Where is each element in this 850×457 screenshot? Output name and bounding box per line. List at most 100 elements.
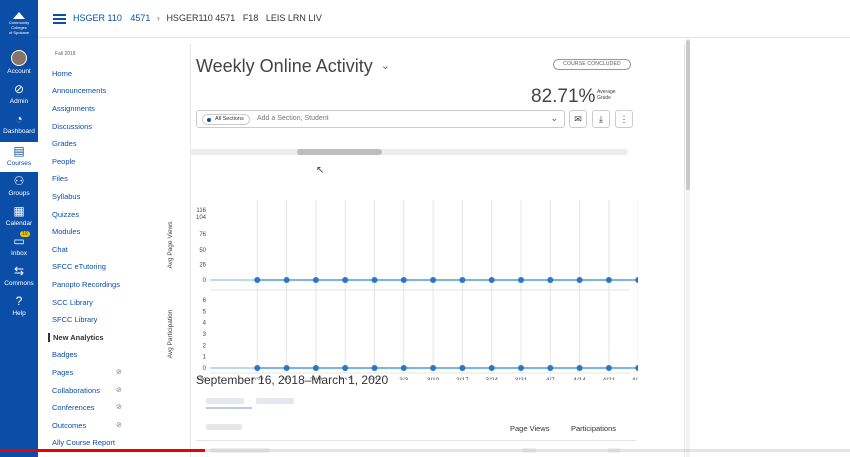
y-tick-label: 76 (199, 232, 206, 238)
course-nav-chat[interactable]: Chat (52, 245, 68, 254)
course-nav-announcements[interactable]: Announcements (52, 86, 107, 95)
more-options-button[interactable]: ⋮ (615, 110, 633, 128)
column-header-page-views[interactable]: Page Views (510, 424, 550, 433)
gnav-inbox[interactable]: ▭ 10 Inbox (0, 231, 38, 262)
breadcrumb: HSGER 110 4571 › HSGER110 4571 F18 LEIS … (73, 13, 322, 23)
table-tabs[interactable] (206, 398, 296, 410)
gnav-help[interactable]: ? Help (0, 294, 38, 322)
y-tick-label: 116 (196, 208, 206, 214)
data-point (488, 277, 495, 283)
gnav-admin[interactable]: ⊘ Admin (0, 82, 38, 110)
data-point (605, 365, 612, 371)
course-nav-pages-label: Pages (52, 368, 74, 377)
course-nav-modules[interactable]: Modules (52, 227, 81, 236)
gnav-courses-label: Courses (6, 160, 32, 167)
course-nav-outcomes[interactable]: Outcomes ⊘ (52, 421, 122, 430)
x-tick-label: 2/3 (282, 377, 291, 380)
data-point (488, 365, 495, 371)
course-nav-sfcc-library[interactable]: SFCC Library (52, 315, 98, 324)
course-nav-assignments[interactable]: Assignments (52, 104, 95, 113)
calendar-icon: ▦ (13, 204, 25, 218)
average-grade-value: 82.71% (531, 86, 596, 107)
download-icon: ⤓ (599, 114, 603, 124)
course-nav-files[interactable]: Files (52, 174, 68, 183)
y-tick-label: 4 (203, 321, 207, 327)
scrollbar-thumb[interactable] (686, 40, 690, 190)
all-sections-chip[interactable]: All Sections (202, 114, 250, 125)
gnav-courses[interactable]: ▤ Courses (0, 142, 38, 172)
page-title[interactable]: Weekly Online Activity ⌄ (196, 56, 390, 77)
course-nav-conferences[interactable]: Conferences ⊘ (52, 403, 122, 412)
course-nav: Fall 2018 Home Announcements Assignments… (38, 38, 138, 457)
tab-blurred-1[interactable] (206, 398, 244, 404)
commons-icon: ⇆ (13, 264, 25, 278)
tab-blurred-2[interactable] (256, 398, 294, 404)
course-nav-sfcc-etutoring[interactable]: SFCC eTutoring (52, 262, 106, 271)
weekly-activity-chart: 0 26 50 76 104 116 Avg Page Views 0 1 2 3 4 5 6 Avg Pa… (158, 160, 638, 380)
data-point (459, 365, 466, 371)
column-header-participations[interactable]: Participations (571, 424, 617, 433)
breadcrumb-current: HSGER110 4571 F18 LEIS LRN LIV (166, 13, 322, 23)
gnav-dashboard-label: Dashboard (3, 128, 35, 135)
video-progress-bar[interactable] (0, 449, 850, 452)
x-tick-label: 2/17 (339, 377, 352, 380)
hamburger-menu-icon[interactable] (53, 14, 66, 24)
course-nav-badges[interactable]: Badges (52, 350, 78, 359)
data-point (400, 365, 407, 371)
help-icon: ? (15, 294, 23, 308)
message-students-button[interactable]: ✉ (569, 110, 587, 128)
x-tick-label: 2/10 (310, 377, 323, 380)
course-nav-scc-library[interactable]: SCC Library (52, 298, 93, 307)
gnav-calendar-label: Calendar (5, 220, 33, 227)
course-nav-quizzes[interactable]: Quizzes (52, 210, 80, 219)
video-progress-played (0, 449, 205, 452)
course-nav-discussions[interactable]: Discussions (52, 122, 93, 131)
course-nav-conferences-label: Conferences (52, 403, 95, 412)
page-vertical-scrollbar[interactable] (686, 38, 690, 457)
y-tick-label: 2 (203, 343, 207, 349)
data-point (605, 277, 612, 283)
hidden-eye-icon: ⊘ (116, 369, 122, 376)
top-bar: HSGER 110 4571 › HSGER110 4571 F18 LEIS … (38, 0, 850, 38)
gnav-commons[interactable]: ⇆ Commons (0, 264, 38, 292)
data-point (635, 277, 638, 283)
chevron-down-icon[interactable]: ⌄ (550, 113, 558, 123)
section-student-filter[interactable]: All Sections Add a Section, Student ⌄ (196, 110, 565, 128)
course-nav-panopto[interactable]: Panopto Recordings (52, 280, 120, 289)
college-logo[interactable]: Community Colleges of Spokane (3, 12, 35, 42)
course-nav-grades[interactable]: Grades (52, 139, 77, 148)
logo-line-1: Community Colleges (8, 20, 30, 30)
active-tab-indicator (206, 407, 252, 409)
table-row[interactable] (210, 448, 270, 453)
avatar (11, 50, 27, 66)
breadcrumb-section[interactable]: 4571 (130, 13, 151, 23)
course-nav-ally-report[interactable]: Ally Course Report (52, 438, 115, 447)
course-concluded-badge: COURSE CONCLUDED (553, 59, 631, 70)
course-nav-home[interactable]: Home (52, 69, 73, 78)
data-point (576, 365, 583, 371)
scrollbar-thumb[interactable] (297, 149, 382, 155)
gnav-help-label: Help (12, 310, 26, 317)
gnav-calendar[interactable]: ▦ Calendar (0, 204, 38, 232)
x-tick-label: 2/24 (368, 377, 381, 380)
chart-horizontal-scrollbar[interactable] (190, 149, 628, 155)
course-nav-pages[interactable]: Pages ⊘ (52, 368, 122, 377)
y-tick-label: 3 (203, 332, 207, 338)
y-tick-label: 6 (203, 298, 207, 304)
table-row-value (522, 448, 536, 453)
data-point (547, 365, 554, 371)
analytics-main: Weekly Online Activity ⌄ COURSE CONCLUDED… (138, 38, 850, 457)
gnav-admin-label: Admin (9, 98, 29, 105)
course-nav-collaborations-label: Collaborations (52, 386, 100, 395)
breadcrumb-course[interactable]: HSGER 110 (73, 13, 122, 23)
course-nav-syllabus[interactable]: Syllabus (52, 192, 81, 201)
gnav-dashboard[interactable]: ◔ Dashboard (0, 112, 38, 140)
gnav-groups[interactable]: ⚇ Groups (0, 174, 38, 202)
course-nav-new-analytics[interactable]: New Analytics (48, 333, 104, 342)
course-nav-collaborations[interactable]: Collaborations ⊘ (52, 386, 122, 395)
gnav-groups-label: Groups (8, 190, 30, 197)
gnav-account[interactable]: Account (0, 50, 38, 80)
download-button[interactable]: ⤓ (592, 110, 610, 128)
course-nav-people[interactable]: People (52, 157, 76, 166)
